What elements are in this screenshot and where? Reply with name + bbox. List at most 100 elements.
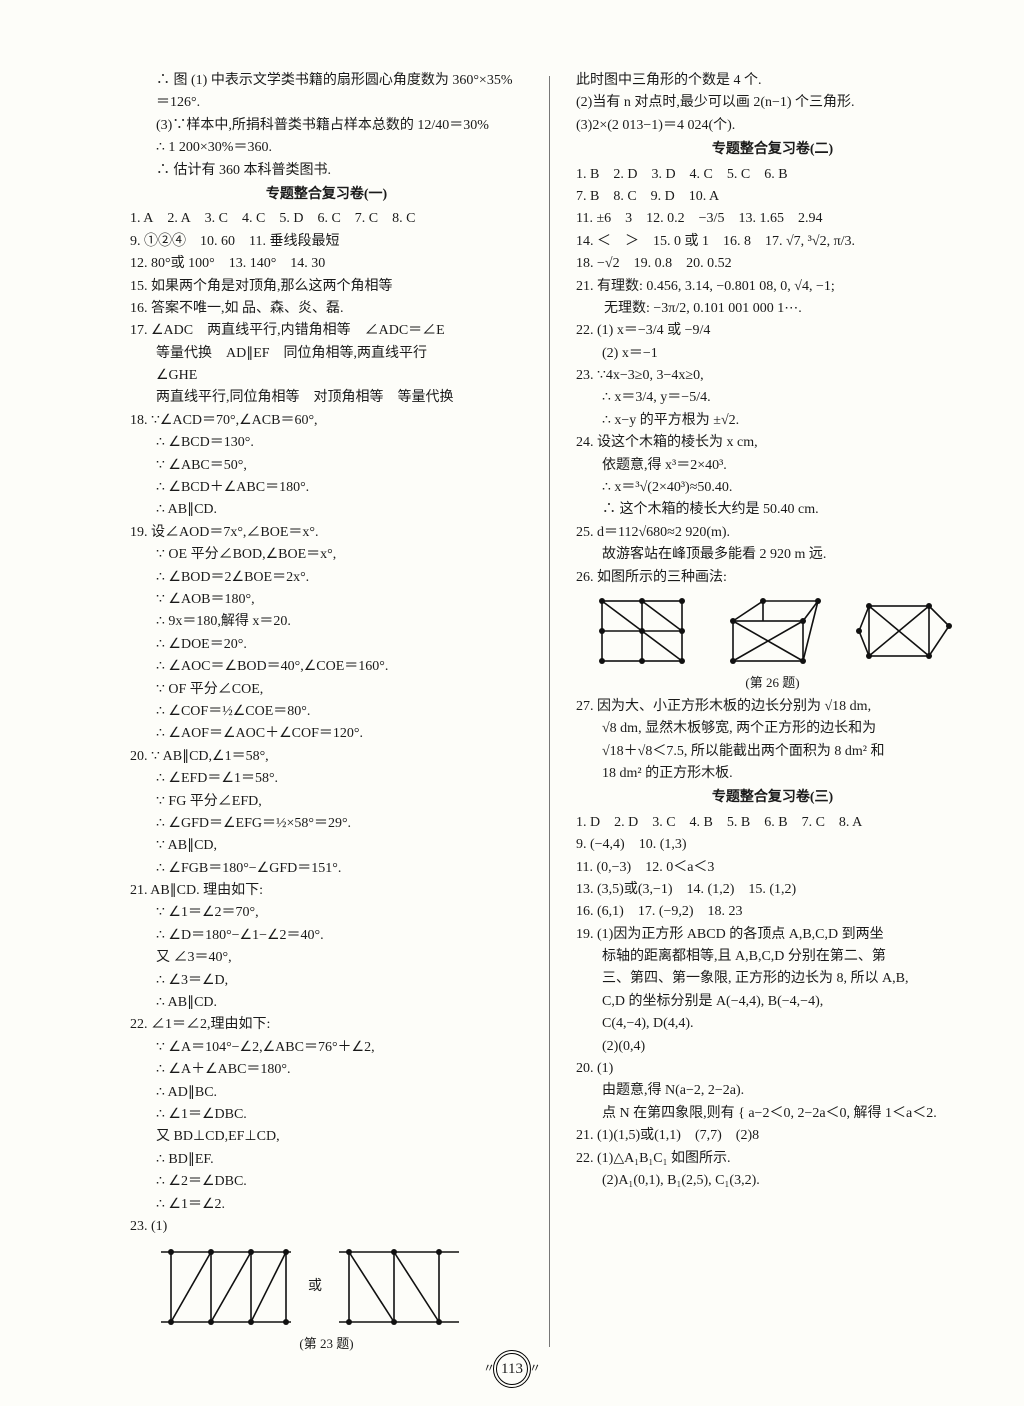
- answer-row: 16. (6,1) 17. (−9,2) 18. 23: [576, 901, 969, 923]
- q17-line: 17. ∠ADC 两直线平行,内错角相等 ∠ADC＝∠E: [130, 320, 523, 342]
- q18-line: 18. ∵∠ACD＝70°,∠ACB＝60°,: [130, 410, 523, 432]
- q19-line: ∴ 9x＝180,解得 x＝20.: [130, 611, 523, 633]
- q19-line: ∴ ∠AOC＝∠BOD＝40°,∠COE＝160°.: [130, 656, 523, 678]
- q23b-line: ∴ x−y 的平方根为 ±√2.: [576, 410, 969, 432]
- q20c-line: 点 N 在第四象限,则有 { a−2＜0, 2−2a＜0, 解得 1＜a＜2.: [576, 1103, 969, 1125]
- q19c-line: C(4,−4), D(4,4).: [576, 1013, 969, 1035]
- q22-line: 22. ∠1＝∠2,理由如下:: [130, 1014, 523, 1036]
- answer-row: 15. 如果两个角是对顶角,那么这两个角相等: [130, 276, 523, 298]
- q26b-figures: [576, 591, 969, 671]
- q26b-caption: (第 26 题): [576, 673, 969, 694]
- page-number-badge: 〃 113 〃: [485, 1350, 539, 1388]
- section-title: 专题整合复习卷(一): [130, 184, 523, 206]
- or-text: 或: [308, 1276, 322, 1298]
- text-line: 此时图中三角形的个数是 4 个.: [576, 70, 969, 92]
- answer-row: 11. (0,−3) 12. 0＜a＜3: [576, 857, 969, 879]
- q19-line: 19. 设∠AOD＝7x°,∠BOE＝x°.: [130, 522, 523, 544]
- q23b-line: ∴ x＝3/4, y＝−5/4.: [576, 387, 969, 409]
- q19c-line: 三、第四、第一象限, 正方形的边长为 8, 所以 A,B,: [576, 968, 969, 990]
- q22-line: ∴ ∠A＋∠ABC＝180°.: [130, 1059, 523, 1081]
- q25b-line: 25. d＝112√680≈2 920(m).: [576, 522, 969, 544]
- zigzag-diagram-b: [334, 1242, 464, 1332]
- q22-line: ∴ ∠1＝∠DBC.: [130, 1104, 523, 1126]
- q22-line: ∴ AD∥BC.: [130, 1082, 523, 1104]
- q19c-line: (2)(0,4): [576, 1036, 969, 1058]
- answer-row: 12. 80°或 100° 13. 140° 14. 30: [130, 253, 523, 275]
- answer-row: 13. (3,5)或(3,−1) 14. (1,2) 15. (1,2): [576, 879, 969, 901]
- q18-line: ∵ ∠ABC＝50°,: [130, 455, 523, 477]
- q21-line: ∵ ∠1＝∠2＝70°,: [130, 902, 523, 924]
- inline-text: (3)∵样本中,所捐科普类书籍占样本总数的 12/40＝30%: [156, 118, 489, 133]
- q22-line: 又 BD⊥CD,EF⊥CD,: [130, 1126, 523, 1148]
- right-column: 此时图中三角形的个数是 4 个. (2)当有 n 对点时,最少可以画 2(n−1…: [568, 70, 969, 1357]
- q19-line: ∴ ∠DOE＝20°.: [130, 634, 523, 656]
- answer-row: 21. 有理数: 0.456, 3.14, −0.801 08, 0, √4, …: [576, 276, 969, 298]
- page: ∴ 图 (1) 中表示文学类书籍的扇形圆心角度数为 360°×35%＝126°.…: [0, 0, 1024, 1406]
- answer-row: 14. ＜ ＞ 15. 0 或 1 16. 8 17. √7, ³√2, π/3…: [576, 231, 969, 253]
- q19-line: ∵ ∠AOB＝180°,: [130, 589, 523, 611]
- q21-line: ∴ ∠D＝180°−∠1−∠2＝40°.: [130, 925, 523, 947]
- zigzag-diagram-a: [156, 1242, 296, 1332]
- q23b-line: 23. ∵4x−3≥0, 3−4x≥0,: [576, 365, 969, 387]
- q19-line: ∵ OE 平分∠BOD,∠BOE＝x°,: [130, 544, 523, 566]
- q19c-line: 19. (1)因为正方形 ABCD 的各顶点 A,B,C,D 到两坐: [576, 924, 969, 946]
- answer-row: 1. D 2. D 3. C 4. B 5. B 6. B 7. C 8. A: [576, 812, 969, 834]
- q20-line: ∵ AB∥CD,: [130, 835, 523, 857]
- q17-line: 等量代换 AD∥EF 同位角相等,两直线平行: [130, 343, 523, 365]
- q20-line: ∴ ∠GFD＝∠EFG＝½×58°＝29°.: [130, 813, 523, 835]
- q24b-line: ∴ x＝³√(2×40³)≈50.40.: [576, 477, 969, 499]
- q19c-line: 标轴的距离都相等,且 A,B,C,D 分别在第二、第: [576, 946, 969, 968]
- q24b-line: 24. 设这个木箱的棱长为 x cm,: [576, 432, 969, 454]
- q22-line: ∴ BD∥EF.: [130, 1149, 523, 1171]
- page-number: 113: [496, 1353, 528, 1385]
- q20-line: ∵ FG 平分∠EFD,: [130, 791, 523, 813]
- q26b-head: 26. 如图所示的三种画法:: [576, 567, 969, 589]
- q17-line: 两直线平行,同位角相等 对顶角相等 等量代换: [130, 387, 523, 409]
- q18-line: ∴ ∠BCD＋∠ABC＝180°.: [130, 477, 523, 499]
- answer-row: 9. (−4,4) 10. (1,3): [576, 834, 969, 856]
- answer-row: 11. ±6 3 12. 0.2 −3/5 13. 1.65 2.94: [576, 208, 969, 230]
- q27b-line: 18 dm² 的正方形木板.: [576, 763, 969, 785]
- q22b-line: 22. (1) x＝−3/4 或 −9/4: [576, 320, 969, 342]
- badge-decor-icon: 〃: [529, 1359, 541, 1378]
- q23-diagram-row: 或: [156, 1242, 523, 1332]
- text-line: ∴ 1 200×30%＝360.: [130, 137, 523, 159]
- q27b-line: √8 dm, 显然木板够宽, 两个正方形的边长和为: [576, 718, 969, 740]
- q23-head: 23. (1): [130, 1216, 523, 1238]
- q19-line: ∴ ∠AOF＝∠AOC＋∠COF＝120°.: [130, 723, 523, 745]
- q20c-line: 由题意,得 N(a−2, 2−2a).: [576, 1080, 969, 1102]
- answer-row: 无理数: −3π/2, 0.101 001 000 1⋯.: [576, 298, 969, 320]
- section-title: 专题整合复习卷(二): [576, 139, 969, 161]
- q19-line: ∵ OF 平分∠COE,: [130, 679, 523, 701]
- q20-line: ∴ ∠FGB＝180°−∠GFD＝151°.: [130, 858, 523, 880]
- cube-net-c: [854, 591, 954, 671]
- answer-row: 18. −√2 19. 0.8 20. 0.52: [576, 253, 969, 275]
- two-column-layout: ∴ 图 (1) 中表示文学类书籍的扇形圆心角度数为 360°×35%＝126°.…: [0, 0, 1024, 1397]
- answer-row: 16. 答案不唯一,如 品、森、炎、磊.: [130, 298, 523, 320]
- text-line: ∴ 估计有 360 本科普类图书.: [130, 160, 523, 182]
- q25b-line: 故游客站在峰顶最多能看 2 920 m 远.: [576, 544, 969, 566]
- text-line: (3)2×(2 013−1)＝4 024(个).: [576, 115, 969, 137]
- q19-line: ∴ ∠BOD＝2∠BOE＝2x°.: [130, 567, 523, 589]
- q21-line: 21. AB∥CD. 理由如下:: [130, 880, 523, 902]
- cube-net-b: [723, 591, 823, 671]
- q20-line: ∴ ∠EFD＝∠1＝58°.: [130, 768, 523, 790]
- tail-line: 21. (1)(1,5)或(1,1) (7,7) (2)8: [576, 1125, 969, 1147]
- q18-line: ∴ ∠BCD＝130°.: [130, 432, 523, 454]
- answer-row: 9. ①②④ 10. 60 11. 垂线段最短: [130, 231, 523, 253]
- column-separator: [549, 76, 550, 1347]
- q24b-line: 依题意,得 x³＝2×40³.: [576, 455, 969, 477]
- answer-row: 7. B 8. C 9. D 10. A: [576, 186, 969, 208]
- left-column: ∴ 图 (1) 中表示文学类书籍的扇形圆心角度数为 360°×35%＝126°.…: [130, 70, 531, 1357]
- q20c-line: 20. (1): [576, 1058, 969, 1080]
- q20-line: 20. ∵ AB∥CD,∠1＝58°,: [130, 746, 523, 768]
- q19-line: ∴ ∠COF＝½∠COE＝80°.: [130, 701, 523, 723]
- tail-line: (2)A₁(0,1), B₁(2,5), C₁(3,2).: [576, 1170, 969, 1192]
- answer-row: 1. B 2. D 3. D 4. C 5. C 6. B: [576, 164, 969, 186]
- tail-line: 22. (1)△A₁B₁C₁ 如图所示.: [576, 1148, 969, 1170]
- text-line: (2)当有 n 对点时,最少可以画 2(n−1) 个三角形.: [576, 92, 969, 114]
- q17-line: ∠GHE: [130, 365, 523, 387]
- q21-line: 又 ∠3＝40°,: [130, 947, 523, 969]
- q27b-line: 27. 因为大、小正方形木板的边长分别为 √18 dm,: [576, 696, 969, 718]
- q22-line: ∴ ∠1＝∠2.: [130, 1194, 523, 1216]
